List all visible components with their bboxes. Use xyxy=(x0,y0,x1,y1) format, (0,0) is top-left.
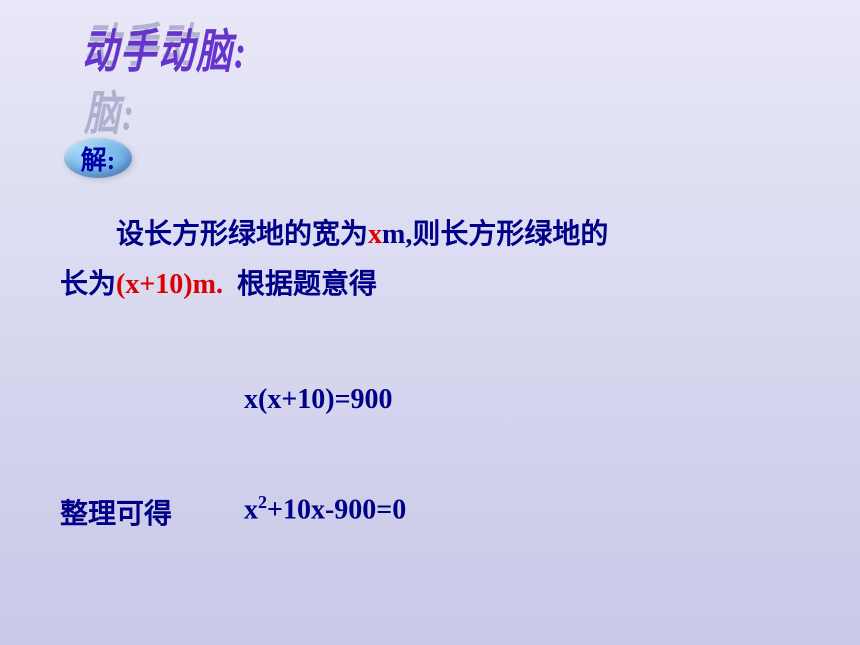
solution-label-text: 解: xyxy=(81,140,116,177)
title-text: 动手动脑: xyxy=(82,14,248,82)
slide-title: 动手动脑: 动手动脑: xyxy=(82,22,248,74)
equation-1: x(x+10)=900 xyxy=(244,384,393,416)
simplify-label: 整理可得 xyxy=(60,492,172,532)
content-block: 设长方形绿地的宽为xm,则长方形绿地的长为(x+10)m. 根据题意得 xyxy=(60,210,800,311)
eq2-part2: +10x-900=0 xyxy=(267,494,406,525)
equation-2: x2+10x-900=0 xyxy=(244,492,406,526)
text-suffix2: 根据题意得 xyxy=(237,269,377,300)
paragraph-line: 设长方形绿地的宽为xm,则长方形绿地的长为(x+10)m. 根据题意得 xyxy=(60,210,800,311)
text-prefix1: 设长方形绿地的宽为 xyxy=(116,219,368,250)
eq2-exponent: 2 xyxy=(258,492,267,512)
solution-ellipse: 解: xyxy=(64,138,132,178)
expression: (x+10)m. xyxy=(116,269,223,300)
variable-x: x xyxy=(368,219,382,250)
eq2-part1: x xyxy=(244,494,258,525)
text-suffix1: 则长方形绿地的 xyxy=(412,219,608,250)
unit-m: m, xyxy=(382,219,412,250)
text-prefix2: 长为 xyxy=(60,269,116,300)
